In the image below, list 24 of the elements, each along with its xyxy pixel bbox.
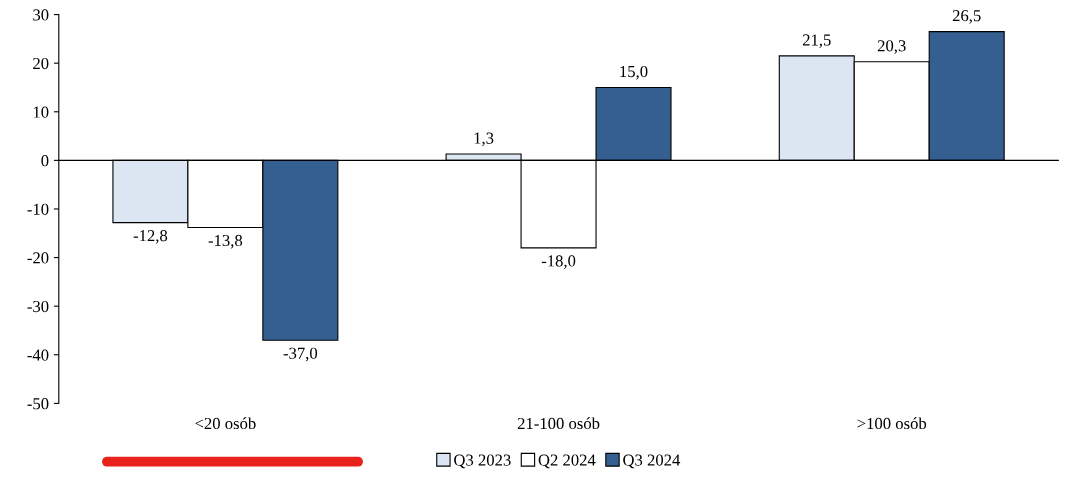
y-tick-label: 0 bbox=[41, 155, 49, 167]
data-label: 15,0 bbox=[620, 65, 648, 80]
y-tick-label: -10 bbox=[27, 203, 49, 215]
legend-label: Q3 2023 bbox=[454, 454, 511, 469]
data-label: 1,3 bbox=[474, 132, 494, 147]
legend-label: Q3 2024 bbox=[623, 454, 681, 469]
data-label: 21,5 bbox=[802, 34, 831, 48]
data-label: -13,8 bbox=[208, 234, 243, 249]
x-tick-label: >100 osób bbox=[857, 417, 927, 430]
y-tick-label: 20 bbox=[33, 57, 49, 70]
y-tick-label: -40 bbox=[27, 349, 49, 361]
y-tick-label: -50 bbox=[27, 398, 49, 410]
data-label: -37,0 bbox=[283, 347, 318, 362]
y-tick-label: 30 bbox=[33, 9, 49, 21]
legend-label: Q2 2024 bbox=[538, 454, 596, 469]
data-label: -12,8 bbox=[133, 230, 168, 244]
data-label: 26,5 bbox=[952, 10, 981, 24]
y-tick-label: 10 bbox=[33, 106, 49, 118]
x-tick-label: <20 osób bbox=[195, 417, 256, 430]
data-label: -18,0 bbox=[541, 255, 576, 269]
x-tick-label: 21-100 osób bbox=[517, 417, 600, 430]
data-label: 20,3 bbox=[877, 40, 906, 54]
y-tick-label: -20 bbox=[27, 252, 49, 264]
y-tick-label: -30 bbox=[27, 300, 49, 313]
